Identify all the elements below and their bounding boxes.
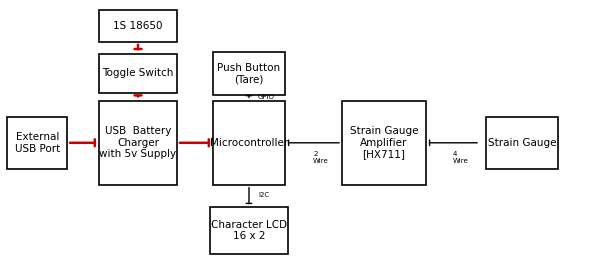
Bar — [99, 54, 177, 93]
Bar — [342, 101, 426, 185]
Bar — [213, 101, 285, 185]
Text: 4
Wire: 4 Wire — [453, 151, 469, 164]
Text: Character LCD
16 x 2: Character LCD 16 x 2 — [211, 220, 287, 241]
Text: Strain Gauge
Amplifier
[HX711]: Strain Gauge Amplifier [HX711] — [350, 126, 418, 159]
Text: USB  Battery
Charger
with 5v Supply: USB Battery Charger with 5v Supply — [100, 126, 176, 159]
Text: 2
Wire: 2 Wire — [313, 151, 329, 164]
Text: I2C: I2C — [258, 192, 269, 198]
Text: External
USB Port: External USB Port — [14, 132, 60, 154]
Bar — [213, 52, 285, 95]
Text: Microcontroller: Microcontroller — [210, 138, 288, 148]
Bar — [99, 101, 177, 185]
Text: Toggle Switch: Toggle Switch — [103, 68, 173, 78]
Bar — [99, 10, 177, 42]
Text: 1S 18650: 1S 18650 — [113, 21, 163, 31]
Bar — [210, 207, 288, 254]
Bar — [486, 117, 558, 169]
Text: Push Button
(Tare): Push Button (Tare) — [217, 63, 281, 84]
Bar — [7, 117, 67, 169]
Text: Strain Gauge: Strain Gauge — [488, 138, 556, 148]
Text: GPIO: GPIO — [258, 95, 275, 100]
